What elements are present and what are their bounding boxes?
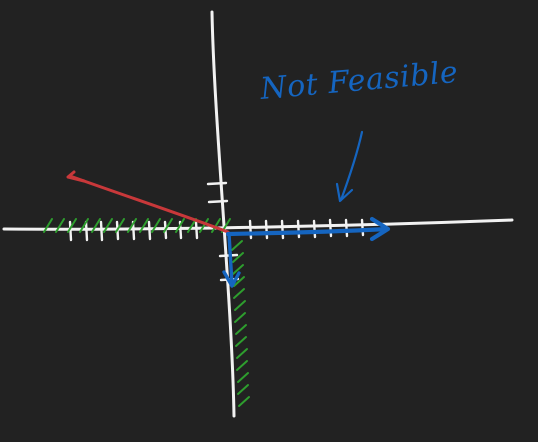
feasible-hatching-negative-y <box>231 240 250 407</box>
y-axis <box>210 10 236 418</box>
blue-short-arrow <box>222 232 241 288</box>
blue-ray <box>225 216 391 242</box>
x-axis <box>2 218 514 231</box>
annotation-pointer-arrow <box>335 130 364 203</box>
red-arrow <box>66 170 230 234</box>
feasible-hatching-negative-x <box>43 218 231 233</box>
